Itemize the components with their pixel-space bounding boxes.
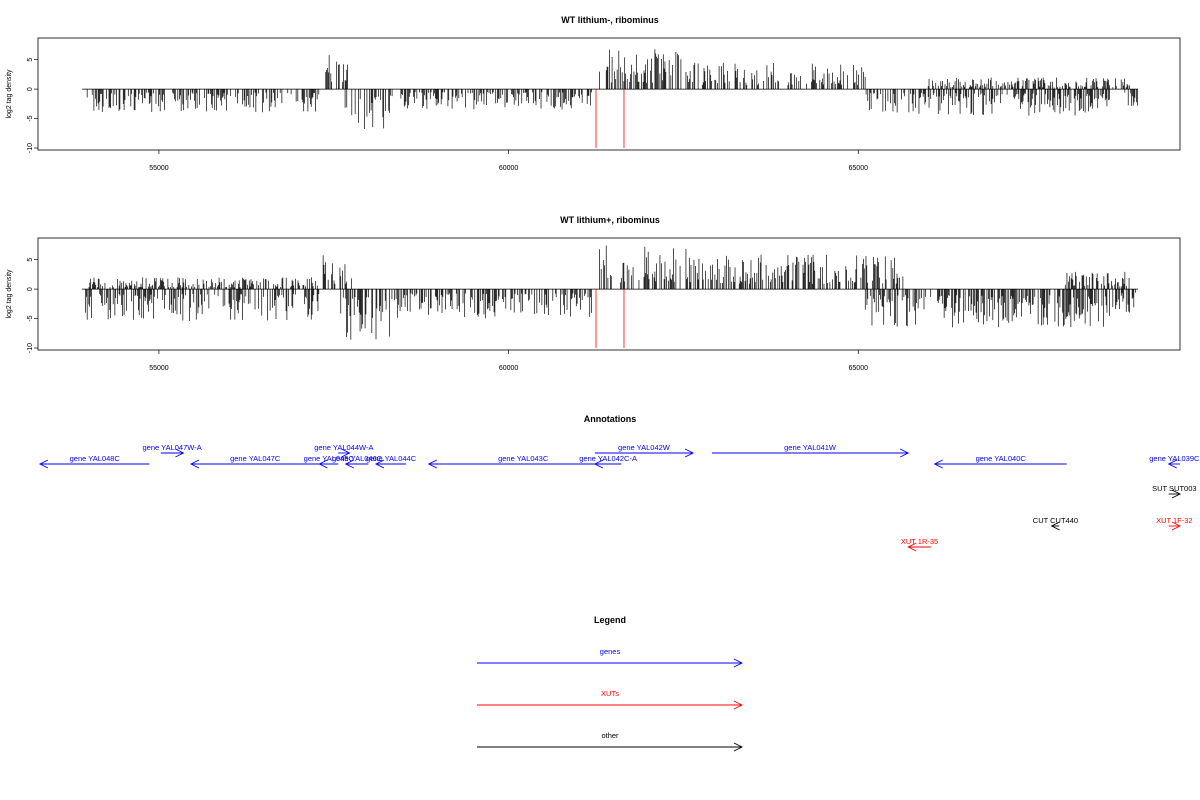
legend: Legend genes XUTs other (477, 615, 744, 752)
feature-label: gene YAL044W-A (314, 443, 373, 452)
feature-label: gene YAL041W (784, 443, 837, 452)
legend-label: XUTs (601, 689, 619, 698)
y-axis: -10 -5 0 5 (27, 58, 38, 153)
feature-label: gene YAL045C (304, 454, 355, 463)
feature-arrowhead (907, 542, 917, 552)
legend-title: Legend (594, 615, 626, 625)
feature-arrowhead (1171, 521, 1182, 531)
feature-label: XUT 1F-32 (1156, 516, 1193, 525)
feature-arrowhead (175, 448, 185, 458)
feature-label: gene YAL039C (1149, 454, 1200, 463)
x-tick-label: 60000 (499, 165, 519, 172)
feature-arrowhead (684, 448, 695, 458)
track-panel-lithium-minus: WT lithium-, ribominus log2 tag density … (6, 15, 1181, 172)
feature-label: gene YAL042W (618, 443, 671, 452)
panel-title: WT lithium-, ribominus (561, 15, 659, 25)
feature-label: XUT 1R-35 (901, 537, 938, 546)
annotations-title: Annotations (584, 414, 637, 424)
feature-arrowhead (1050, 521, 1060, 531)
y-tick-label: -10 (27, 143, 34, 153)
feature-arrowhead (374, 459, 385, 469)
y-axis-label: log2 tag density (6, 69, 13, 119)
annotation-features: gene YAL048C gene YAL047W-A gene YAL047C ge… (38, 443, 1200, 552)
legend-items: genes XUTs other (477, 647, 744, 752)
panel-title: WT lithium+, ribominus (560, 215, 660, 225)
feature-label: CUT CUT440 (1033, 516, 1078, 525)
feature-arrowhead (1171, 489, 1182, 499)
feature-arrowhead (189, 459, 200, 469)
feature-label: gene YAL044C (366, 454, 417, 463)
feature-label: gene YAL047C (230, 454, 281, 463)
y-tick-label: -5 (27, 315, 34, 321)
feature-arrowhead (318, 459, 328, 469)
feature-label: gene YAL040C (976, 454, 1027, 463)
x-tick-label: 60000 (499, 365, 519, 372)
y-axis: -10 -5 0 5 (27, 258, 38, 353)
y-tick-label: -5 (27, 115, 34, 121)
feature-arrowhead (933, 459, 943, 469)
x-tick-label: 65000 (849, 365, 869, 372)
legend-arrowhead (733, 742, 744, 752)
feature-label: gene YAL047W-A (143, 443, 202, 452)
y-tick-label: 5 (27, 258, 34, 262)
feature-arrowhead (427, 459, 438, 469)
y-axis-label: log2 tag density (6, 269, 13, 319)
feature-arrowhead (1167, 459, 1177, 469)
track-panel-lithium-plus: WT lithium+, ribominus log2 tag density … (6, 215, 1181, 372)
feature-label: gene YAL048C (70, 454, 121, 463)
plot-frame (37, 37, 1181, 151)
feature-arrowhead (344, 459, 354, 469)
x-axis: 55000 60000 65000 (149, 150, 868, 172)
feature-label: gene YAL043C (498, 454, 549, 463)
tag-density-bars (82, 245, 1138, 348)
x-tick-label: 55000 (149, 165, 169, 172)
tag-density-bars (82, 49, 1138, 148)
legend-label: other (601, 731, 619, 740)
legend-arrowhead (733, 658, 744, 668)
feature-arrowhead (38, 459, 49, 469)
x-tick-label: 55000 (149, 365, 169, 372)
feature-label: SUT SUT003 (1152, 484, 1196, 493)
y-tick-label: 0 (27, 287, 34, 291)
feature-label: gene YAL046C (332, 454, 383, 463)
y-tick-label: 0 (27, 87, 34, 91)
feature-label: gene YAL042C-A (579, 454, 637, 463)
y-tick-label: -10 (27, 343, 34, 353)
legend-label: genes (600, 647, 621, 656)
feature-arrowhead (341, 448, 351, 458)
feature-arrowhead (593, 459, 604, 469)
feature-arrowhead (900, 448, 910, 458)
x-axis: 55000 60000 65000 (149, 350, 868, 372)
x-tick-label: 65000 (849, 165, 869, 172)
legend-arrowhead (733, 700, 744, 710)
plot-frame (37, 237, 1181, 351)
y-tick-label: 5 (27, 58, 34, 62)
